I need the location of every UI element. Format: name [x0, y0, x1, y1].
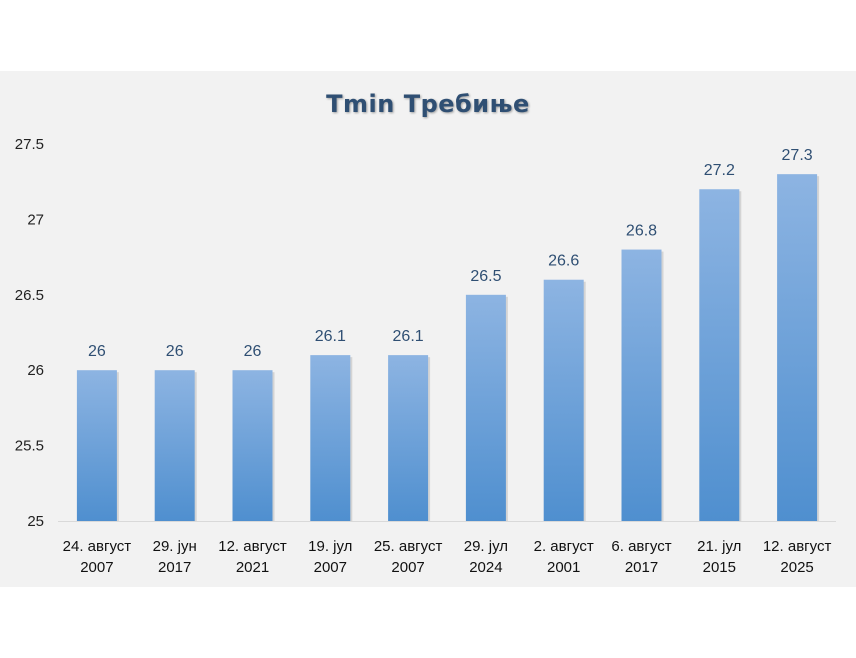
x-tick-label: 19. јул [308, 538, 352, 555]
bar [76, 370, 117, 521]
data-label: 26 [166, 343, 184, 360]
data-label: 26.1 [393, 328, 424, 345]
x-tick-label: 12. август [763, 538, 832, 555]
data-label: 27.2 [704, 162, 735, 179]
x-tick-label-year: 2017 [158, 559, 191, 576]
x-tick-label-year: 2017 [625, 559, 658, 576]
data-label: 27.3 [782, 147, 813, 164]
x-tick-label-year: 2025 [780, 559, 813, 576]
data-label: 26.1 [315, 328, 346, 345]
x-tick-label: 2. август [534, 538, 594, 555]
data-label: 26.5 [470, 268, 501, 285]
x-tick-label-year: 2007 [314, 559, 347, 576]
y-tick-label: 27.5 [15, 136, 44, 153]
x-tick-label: 29. јун [153, 538, 197, 555]
x-axis: 24. август 2007 29. јун 2017 12. август 2021 1… [63, 538, 832, 576]
x-tick-label-year: 2007 [80, 559, 113, 576]
x-tick-label-year: 2024 [469, 559, 502, 576]
bar [543, 279, 584, 521]
x-tick-label-year: 2021 [236, 559, 269, 576]
y-tick-label: 27 [27, 211, 44, 228]
chart-title: Tmin Требиње [326, 90, 530, 118]
data-label: 26.8 [626, 223, 657, 240]
y-axis: 25 25.5 26 26.5 27 27.5 [15, 136, 836, 530]
y-tick-label: 26.5 [15, 287, 44, 304]
x-tick-label-year: 2015 [703, 559, 736, 576]
x-tick-label: 25. август [374, 538, 443, 555]
bar [777, 174, 818, 521]
data-label: 26.6 [548, 253, 579, 270]
x-tick-label-year: 2007 [391, 559, 424, 576]
data-label: 26 [244, 343, 262, 360]
x-tick-label-year: 2001 [547, 559, 580, 576]
x-tick-label: 29. јул [464, 538, 508, 555]
bar [154, 370, 195, 521]
data-labels: 26 26 26 26.1 26.1 26.5 26.6 26.8 27.2 27.3 [88, 147, 813, 360]
bar [232, 370, 273, 521]
data-label: 26 [88, 343, 106, 360]
x-tick-label: 21. јул [697, 538, 741, 555]
x-tick-label: 24. август [63, 538, 132, 555]
bar [621, 249, 662, 521]
x-tick-label: 12. август [218, 538, 287, 555]
bars [76, 174, 820, 522]
bar [310, 355, 351, 521]
y-tick-label: 25.5 [15, 438, 44, 455]
bar [465, 294, 506, 521]
y-tick-label: 25 [27, 513, 44, 530]
y-tick-label: 26 [27, 362, 44, 379]
bar [388, 355, 429, 521]
bar [699, 189, 740, 522]
x-tick-label: 6. август [611, 538, 671, 555]
